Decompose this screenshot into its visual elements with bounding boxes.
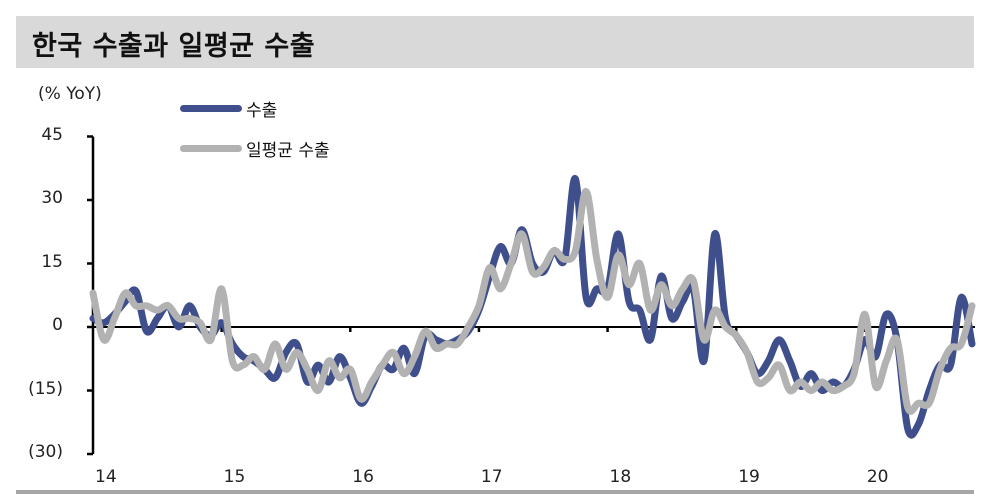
legend-item-daily-avg-exports: 일평균 수출	[180, 136, 330, 161]
legend-label-exports: 수출	[246, 101, 278, 121]
chart-title: 한국 수출과 일평균 수출	[32, 31, 316, 62]
legend-item-exports: 수출	[180, 96, 277, 121]
x-tick-label: 20	[866, 467, 889, 487]
y-tick-label: 30	[41, 188, 63, 208]
x-tick-label: 14	[95, 467, 117, 487]
y-tick-label: 0	[52, 315, 63, 335]
title-bar: 한국 수출과 일평균 수출	[16, 16, 974, 68]
x-tick-label: 18	[609, 467, 632, 487]
x-tick-label: 15	[223, 467, 246, 487]
y-tick-label: 45	[41, 124, 63, 145]
x-tick-label: 19	[738, 467, 760, 487]
y-tick-label: 15	[41, 251, 63, 272]
x-tick-label: 17	[480, 467, 503, 487]
daily-avg-exports-line	[89, 187, 976, 415]
x-tick-label: 16	[352, 467, 374, 487]
y-axis-unit-label: (% YoY)	[38, 84, 102, 104]
y-tick-label: (15)	[28, 378, 63, 399]
legend-swatch-exports	[180, 105, 242, 112]
legend-label-daily-avg-exports: 일평균 수출	[246, 141, 330, 161]
series-lines	[89, 175, 976, 439]
y-tick-label: (30)	[28, 442, 63, 462]
legend-swatch-daily-avg-exports	[180, 145, 242, 152]
bottom-divider	[16, 490, 974, 494]
